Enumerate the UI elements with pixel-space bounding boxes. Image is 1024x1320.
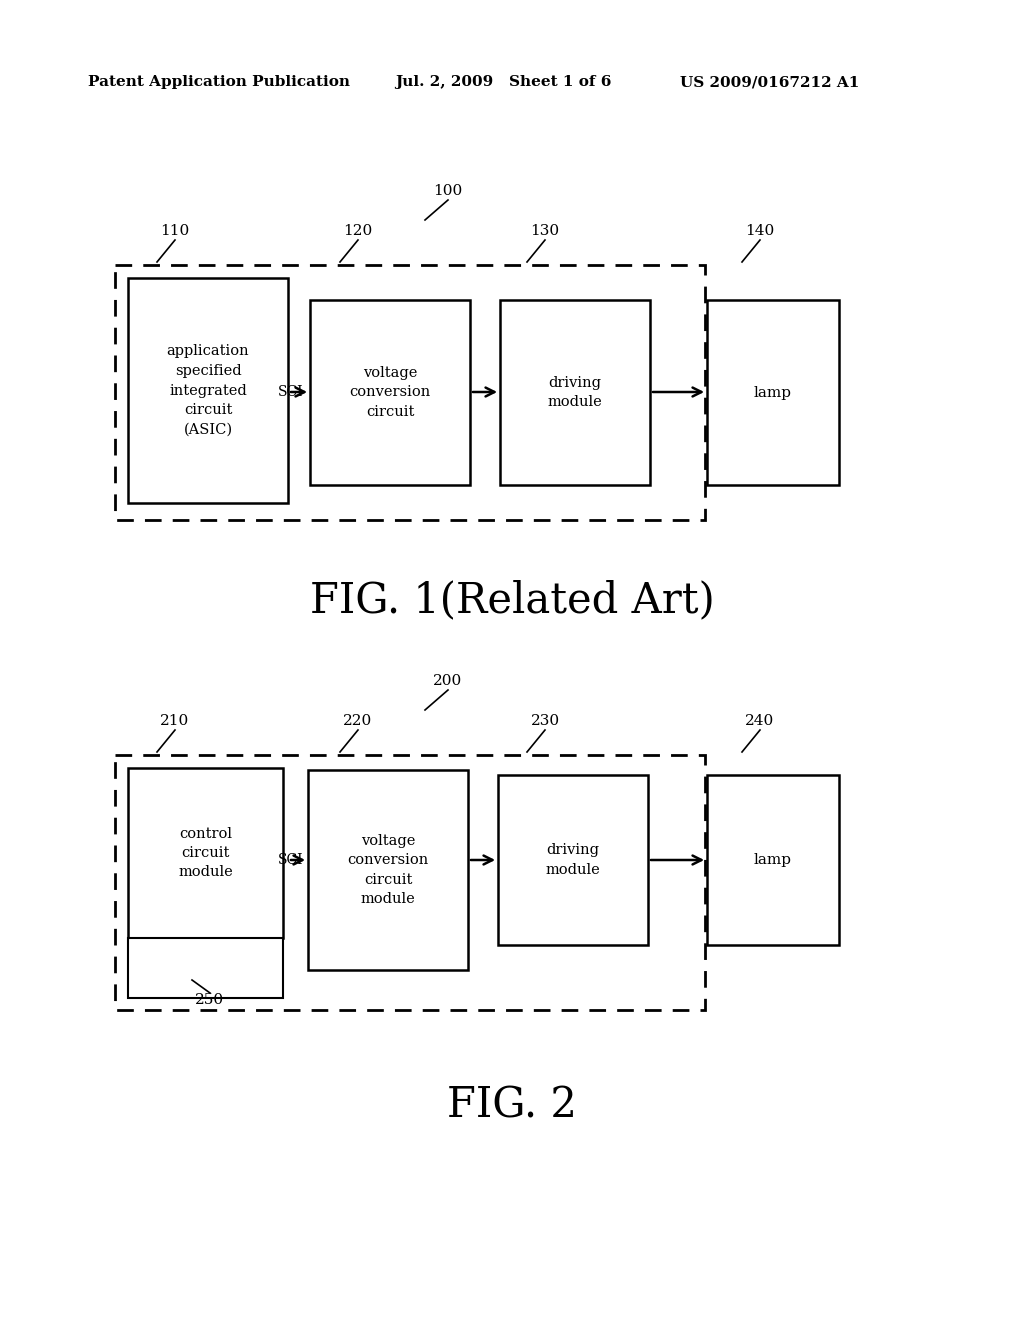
Text: 130: 130 [530,224,559,238]
Text: FIG. 1(Related Art): FIG. 1(Related Art) [309,579,715,620]
Bar [498,775,648,945]
Text: voltage
conversion
circuit: voltage conversion circuit [349,366,431,418]
Text: US 2009/0167212 A1: US 2009/0167212 A1 [680,75,859,88]
Text: 140: 140 [745,224,774,238]
Text: 200: 200 [433,675,463,688]
Text: control
circuit
module: control circuit module [178,826,232,879]
Bar [707,300,839,484]
Text: 100: 100 [433,183,463,198]
Text: lamp: lamp [754,853,792,867]
Text: driving
module: driving module [548,376,602,409]
Text: SCI: SCI [279,853,304,867]
Text: SCI: SCI [279,385,304,399]
Text: Jul. 2, 2009   Sheet 1 of 6: Jul. 2, 2009 Sheet 1 of 6 [395,75,611,88]
Text: driving
module: driving module [546,843,600,876]
Text: 210: 210 [161,714,189,729]
Text: voltage
conversion
circuit
module: voltage conversion circuit module [347,834,429,907]
Text: 220: 220 [343,714,373,729]
Bar [128,768,283,939]
Bar [707,775,839,945]
Text: 250: 250 [196,993,224,1007]
Text: Patent Application Publication: Patent Application Publication [88,75,350,88]
Bar [115,265,705,520]
Text: FIG. 2: FIG. 2 [447,1084,577,1126]
Text: 120: 120 [343,224,373,238]
Text: 110: 110 [161,224,189,238]
Text: lamp: lamp [754,385,792,400]
Bar [128,939,283,998]
Text: 230: 230 [530,714,559,729]
Bar [310,300,470,484]
Bar [115,755,705,1010]
Bar [128,279,288,503]
Text: application
specified
integrated
circuit
(ASIC): application specified integrated circuit… [167,345,249,437]
Bar [308,770,468,970]
Bar [500,300,650,484]
Text: 240: 240 [745,714,774,729]
